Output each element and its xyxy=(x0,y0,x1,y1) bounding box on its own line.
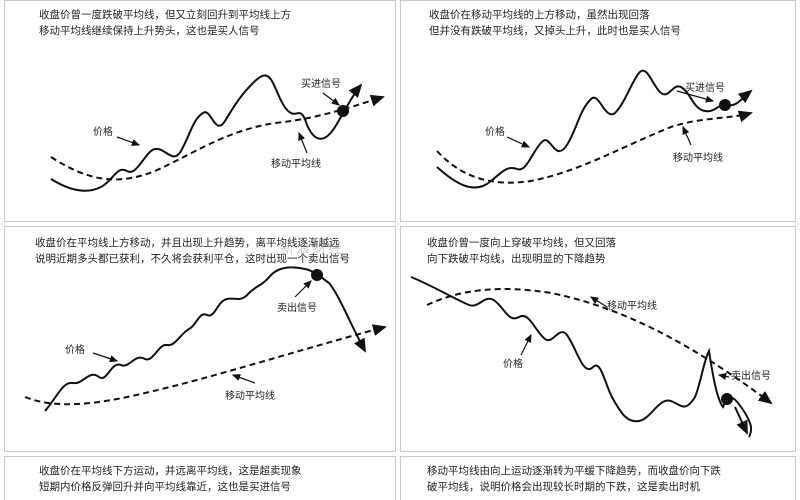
price-label: 价格 xyxy=(503,357,523,370)
signal-label: 卖出信号 xyxy=(277,301,317,314)
price-label-arrow xyxy=(520,333,532,356)
panel-buy-signal-3: 收盘价在平均线下方运动，并远离平均线，这是超卖现象 短期内价格反弹回升并向平均线… xyxy=(4,456,396,500)
signal-dot xyxy=(721,393,733,405)
caption-line: 短期内价格反弹回升并向平均线靠近，这也是买进信号 xyxy=(39,481,291,493)
caption-panel-2: 收盘价在移动平均线的上方移动，虽然出现回落 但并没有跌破平均线，又掉头上升，此时… xyxy=(429,7,681,39)
signal-label-arrow xyxy=(322,92,340,106)
caption-line: 收盘价曾一度向上穿破平均线，但又回落 xyxy=(427,237,616,249)
ma-label: 移动平均线 xyxy=(673,151,723,164)
ma-label: 移动平均线 xyxy=(271,157,321,170)
caption-panel-5: 收盘价在平均线下方运动，并远离平均线，这是超卖现象 短期内价格反弹回升并向平均线… xyxy=(39,463,302,495)
caption-line: 破平均线，说明价格会出现较长时期的下跌，这是卖出时机 xyxy=(427,481,700,493)
signal-label: 卖出信号 xyxy=(731,369,771,382)
price-label-arrow xyxy=(506,136,531,148)
moving-average-line xyxy=(50,94,385,181)
moving-average-line xyxy=(426,288,773,405)
chart-panel-4: 价格 移动平均线 卖出信号 xyxy=(410,276,773,438)
signal-dot xyxy=(719,99,731,111)
price-label: 价格 xyxy=(65,343,85,356)
signal-label-arrow xyxy=(676,90,715,103)
caption-panel-3: 收盘价在平均线上方移动，并且出现上升趋势，离平均线逐渐越远 说明近期多头都已获利… xyxy=(35,235,350,267)
price-label-arrow xyxy=(116,136,141,146)
caption-line: 移动平均线由向上运动逐渐转为平缓下降趋势，而收盘价向下跌 xyxy=(427,465,721,477)
caption-line: 收盘价在移动平均线的上方移动，虽然出现回落 xyxy=(429,9,650,21)
signal-label-arrow xyxy=(717,372,730,380)
price-label-arrow xyxy=(92,352,119,363)
price-line xyxy=(410,276,753,438)
ma-label-arrow xyxy=(298,131,308,154)
chart-panel-1: 价格 移动平均线 买进信号 xyxy=(50,74,385,192)
caption-line: 收盘价在平均线下方运动，并远离平均线，这是超卖现象 xyxy=(39,465,302,477)
caption-line: 向下跌破平均线，出现明显的下降趋势 xyxy=(427,253,606,265)
caption-panel-6: 移动平均线由向上运动逐渐转为平缓下降趋势，而收盘价向下跌 破平均线，说明价格会出… xyxy=(427,463,721,495)
ma-label-arrow xyxy=(589,296,608,308)
caption-line: 收盘价在平均线上方移动，并且出现上升趋势，离平均线逐渐越远 xyxy=(35,237,340,249)
signal-dot xyxy=(311,269,323,281)
caption-panel-4: 收盘价曾一度向上穿破平均线，但又回落 向下跌破平均线，出现明显的下降趋势 xyxy=(427,235,616,267)
price-label: 价格 xyxy=(485,125,505,138)
price-arrow-head xyxy=(734,406,748,435)
moving-average-line xyxy=(24,324,387,406)
caption-line: 但并没有跌破平均线，又掉头上升，此时也是买人信号 xyxy=(429,25,681,37)
price-label: 价格 xyxy=(93,125,113,138)
signal-dot xyxy=(337,105,349,117)
signal-label-arrow xyxy=(294,280,312,298)
caption-line: 收盘价曾一度跌破平均线，但又立刻回升到平均线上方 xyxy=(39,9,291,21)
ma-label-arrow xyxy=(682,125,692,146)
caption-panel-1: 收盘价曾一度跌破平均线，但又立刻回升到平均线上方 移动平均线继续保持上升势头，这… xyxy=(39,7,291,39)
panel-buy-signal-1: 收盘价曾一度跌破平均线，但又立刻回升到平均线上方 移动平均线继续保持上升势头，这… xyxy=(4,0,396,222)
panel-sell-signal-1: 收盘价在平均线上方移动，并且出现上升趋势，离平均线逐渐越远 说明近期多头都已获利… xyxy=(4,226,396,452)
panel-sell-signal-2: 收盘价曾一度向上穿破平均线，但又回落 向下跌破平均线，出现明显的下降趋势 价格 … xyxy=(400,226,796,452)
signal-label: 买进信号 xyxy=(685,82,725,94)
panel-buy-signal-2: 收盘价在移动平均线的上方移动，虽然出现回落 但并没有跌破平均线，又掉头上升，此时… xyxy=(400,0,796,222)
ma-label: 移动平均线 xyxy=(225,389,275,402)
signal-label: 买进信号 xyxy=(301,78,341,90)
chart-panel-2: 价格 移动平均线 买进信号 xyxy=(436,69,753,189)
price-line xyxy=(50,74,363,192)
moving-average-line xyxy=(436,110,753,184)
price-line xyxy=(436,69,753,189)
caption-line: 说明近期多头都已获利，不久将会获利平仓，这时出现一个卖出信号 xyxy=(35,253,350,265)
ma-label-arrow xyxy=(231,374,256,384)
price-line xyxy=(44,266,366,412)
chart-panel-3: 价格 移动平均线 卖出信号 xyxy=(24,266,387,412)
panel-sell-signal-3: 移动平均线由向上运动逐渐转为平缓下降趋势，而收盘价向下跌 破平均线，说明价格会出… xyxy=(400,456,796,500)
ma-label: 移动平均线 xyxy=(607,299,657,312)
caption-line: 移动平均线继续保持上升势头，这也是买人信号 xyxy=(39,25,260,37)
